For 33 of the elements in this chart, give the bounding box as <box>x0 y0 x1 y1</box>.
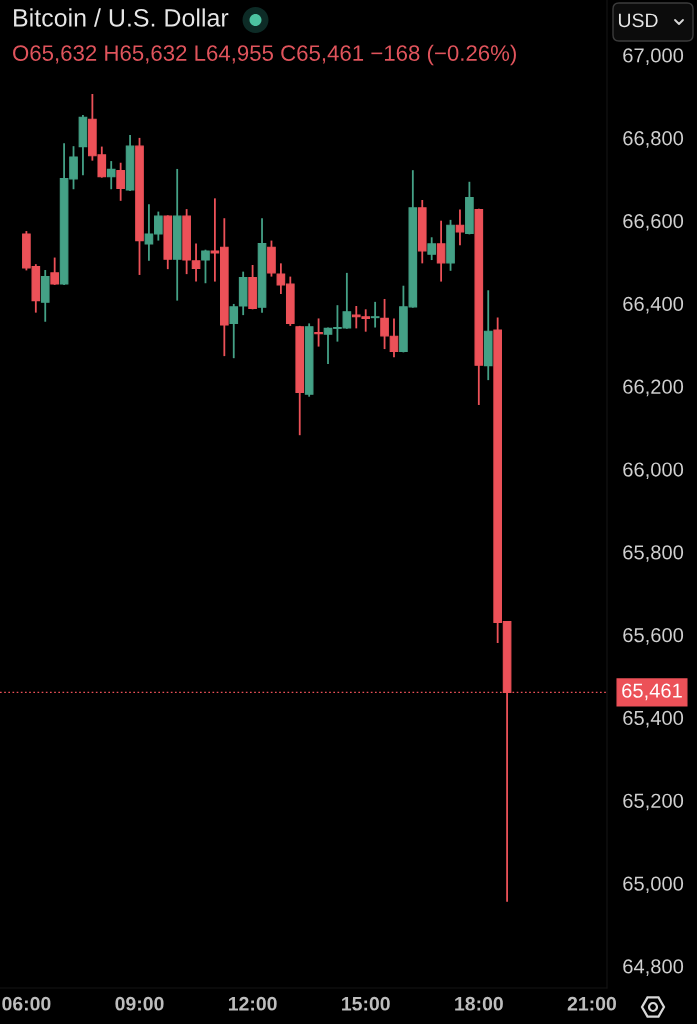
x-tick-label: 15:00 <box>342 996 390 1011</box>
y-tick-label: 64,800 <box>623 959 684 976</box>
y-tick-label: 65,400 <box>623 710 684 728</box>
candlestick <box>314 317 323 348</box>
x-tick-label: 09:00 <box>115 996 164 1011</box>
y-tick-label: 66,400 <box>623 296 684 314</box>
y-tick-label: 65,000 <box>623 876 684 894</box>
candlestick <box>106 160 116 191</box>
annotation: O65,632 H65,632 L64,955 C65,461 −168 (−0.26%) <box>13 44 516 66</box>
x-tick-label: 12:00 <box>228 996 277 1011</box>
text: USD <box>618 13 658 28</box>
y-tick-label: 66,000 <box>623 462 684 480</box>
y-tick-label: 65,800 <box>623 545 684 562</box>
x-tick-label: 21:00 <box>567 996 616 1011</box>
y-tick-label: 65,200 <box>623 793 684 811</box>
y-tick-label: 66,600 <box>623 213 684 231</box>
ref-line-label: 65,461 <box>622 683 682 701</box>
y-tick-label: 67,000 <box>623 48 684 65</box>
candlestick <box>380 298 389 350</box>
candlestick <box>116 161 125 202</box>
candlestick <box>201 248 210 285</box>
candlestick <box>389 317 399 359</box>
chart-title: Bitcoin / U.S. Dollar <box>14 8 229 27</box>
candlestick <box>427 236 437 261</box>
y-tick-label: 66,800 <box>623 131 684 148</box>
candlestick <box>436 219 446 283</box>
y-tick-label: 66,200 <box>623 379 684 397</box>
y-tick-label: 65,600 <box>623 628 684 645</box>
candlestick <box>455 208 465 247</box>
x-tick-label: 06:00 <box>2 996 51 1011</box>
candlestick <box>50 256 59 286</box>
x-tick-label: 18:00 <box>455 996 503 1011</box>
candlestick <box>370 300 380 329</box>
